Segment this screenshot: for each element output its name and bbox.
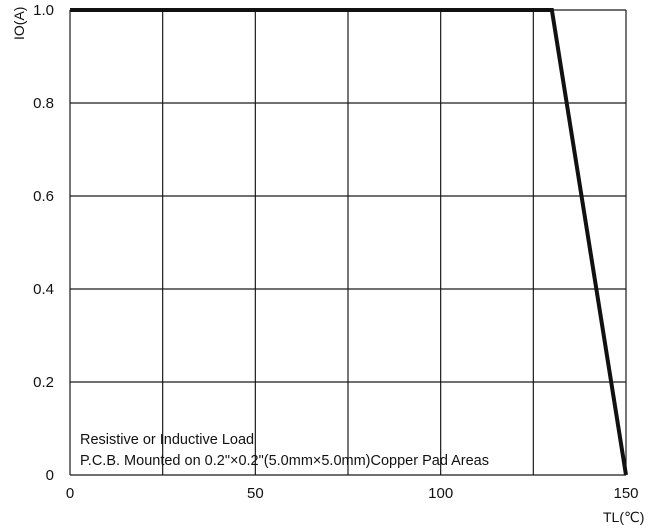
x-tick-label: 50 <box>247 485 264 502</box>
y-tick-label: 0.8 <box>33 95 54 112</box>
derating-curve <box>70 8 628 476</box>
series-layer <box>70 8 628 476</box>
y-tick-label: 0 <box>46 467 54 484</box>
x-tick-label: 100 <box>428 485 453 502</box>
x-tick-label: 150 <box>613 485 638 502</box>
y-tick-label: 0.4 <box>33 281 54 298</box>
grid-lines <box>69 9 627 476</box>
y-tick-label: 1.0 <box>33 2 54 19</box>
x-axis-title: TL(℃) <box>603 509 644 525</box>
x-tick-label: 0 <box>66 485 74 502</box>
annotation-load-type: Resistive or Inductive Load <box>80 432 254 448</box>
y-axis-title: IO(A) <box>11 7 27 40</box>
y-tick-label: 0.6 <box>33 188 54 205</box>
y-tick-label: 0.2 <box>33 374 54 391</box>
annotation-pcb-mount: P.C.B. Mounted on 0.2"×0.2"(5.0mm×5.0mm)… <box>80 453 489 469</box>
tick-labels: 0 0.2 0.4 0.6 0.8 1.0 0 50 100 150 <box>33 2 638 502</box>
